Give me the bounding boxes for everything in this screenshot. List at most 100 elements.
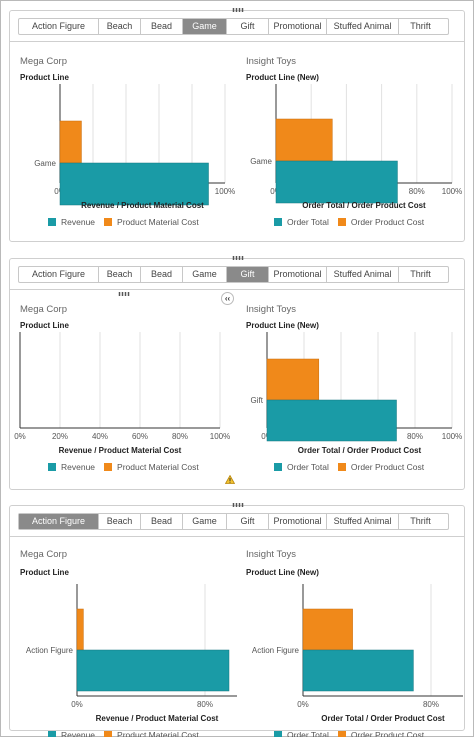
tab-thrift[interactable]: Thrift [410, 269, 431, 279]
double-chevron-left-icon[interactable]: ‹‹ [221, 292, 234, 305]
tab-gift[interactable]: Gift [227, 267, 269, 282]
legend-label: Product Material Cost [117, 217, 199, 227]
tab-stuffed-animal[interactable]: Stuffed Animal [327, 267, 399, 282]
legend-swatch [104, 463, 113, 471]
legend-swatch [337, 731, 346, 737]
warning-exclamation-dot [229, 481, 231, 483]
legend-item[interactable]: Product Material Cost [104, 462, 199, 472]
x-tick-label: 100% [442, 432, 462, 441]
chart-legend: Order Total Order Product Cost [274, 217, 433, 227]
company-title: Insight Toys [246, 549, 296, 560]
panel-resize-grip[interactable] [232, 503, 244, 507]
product-line-tabs: Action Figure Beach Bead Game Gift Promotiona… [18, 266, 449, 283]
tab-promotional[interactable]: Promotional [269, 19, 327, 34]
product-line-label: Product Line (New) [246, 321, 319, 330]
legend-item[interactable]: Order Product Cost [337, 730, 425, 737]
tab-bead[interactable]: Bead [141, 514, 183, 529]
category-label: Game [34, 159, 56, 168]
x-tick-label: 80% [423, 700, 439, 709]
x-tick-label: 20% [52, 432, 68, 441]
legend-item[interactable]: Order Total [274, 730, 329, 737]
tab-beach[interactable]: Beach [99, 514, 141, 529]
x-tick-label: 100% [442, 187, 462, 196]
bar-product-material-cost [76, 608, 84, 651]
x-axis-title: Order Total / Order Product Cost [298, 446, 422, 455]
product-line-label: Product Line [20, 321, 69, 330]
legend-item[interactable]: Order Total [274, 217, 329, 227]
legend-item[interactable]: Order Product Cost [337, 462, 425, 472]
tab-thrift[interactable]: Thrift [410, 516, 431, 526]
chart-legend: Revenue Product Material Cost [48, 730, 208, 737]
legend-swatch [274, 731, 282, 737]
chart-legend: Order Total Order Product Cost [274, 462, 433, 472]
legend-swatch [337, 463, 346, 471]
dashboard-panel-3: Action Figure Beach Bead Game Gift Promotiona… [9, 503, 465, 737]
tab-stuffed-animal[interactable]: Stuffed Animal [327, 514, 399, 529]
warning-exclamation-bar [229, 478, 231, 481]
tab-game[interactable]: Game [183, 19, 227, 34]
legend-item[interactable]: Order Total [274, 462, 329, 472]
tab-action-figure[interactable]: Action Figure [19, 267, 99, 282]
legend-item[interactable]: Order Product Cost [337, 217, 424, 227]
legend-label: Order Total [287, 730, 329, 737]
product-line-label: Product Line (New) [246, 568, 319, 577]
panel-resize-grip[interactable] [232, 8, 244, 12]
legend-swatch [274, 463, 282, 471]
chart-legend: Revenue Product Material Cost [48, 217, 208, 227]
tab-promotional[interactable]: Promotional [269, 267, 327, 282]
tab-stuffed-animal[interactable]: Stuffed Animal [327, 19, 399, 34]
bar-revenue [76, 649, 230, 692]
legend-label: Order Total [287, 462, 329, 472]
tab-bead[interactable]: Bead [141, 19, 183, 34]
tab-action-figure[interactable]: Action Figure [19, 514, 99, 529]
company-title: Insight Toys [246, 56, 296, 67]
legend-swatch [48, 731, 56, 737]
legend-label: Product Material Cost [117, 730, 199, 737]
tab-game[interactable]: Game [183, 514, 227, 529]
legend-swatch [274, 218, 282, 226]
product-line-label: Product Line [20, 73, 69, 82]
panel-resize-grip[interactable] [232, 256, 244, 260]
category-label: Action Figure [26, 646, 74, 655]
bar-chart-left: 0% 80% Action Figure Revenue / Product Mate… [26, 584, 237, 723]
x-tick-label: 80% [197, 700, 213, 709]
tab-game[interactable]: Game [183, 267, 227, 282]
bar-order-product-cost [275, 118, 333, 162]
bar-chart-right: 0% 80% Action Figure Order Total / Order Pr… [252, 584, 463, 723]
legend-label: Product Material Cost [117, 462, 199, 472]
tab-action-figure[interactable]: Action Figure [19, 19, 99, 34]
legend-item[interactable]: Product Material Cost [104, 730, 199, 737]
tab-beach[interactable]: Beach [99, 267, 141, 282]
x-tick-label: 80% [407, 432, 423, 441]
legend-swatch [48, 463, 56, 471]
x-tick-label: 80% [409, 187, 425, 196]
legend-label: Revenue [61, 217, 96, 227]
section-resize-grip[interactable] [118, 292, 130, 296]
x-axis-title: Revenue / Product Material Cost [96, 714, 219, 723]
legend-item[interactable]: Product Material Cost [104, 217, 199, 227]
warning-triangle-icon[interactable] [225, 475, 235, 484]
legend-swatch [337, 218, 346, 226]
tabs-divider [10, 41, 464, 42]
tab-gift[interactable]: Gift [227, 514, 269, 529]
tab-thrift[interactable]: Thrift [410, 21, 431, 31]
tab-gift[interactable]: Gift [227, 19, 269, 34]
legend-label: Order Total [287, 217, 329, 227]
legend-label: Order Product Cost [350, 730, 425, 737]
x-tick-label: 0% [14, 432, 26, 441]
product-line-label: Product Line [20, 568, 69, 577]
company-title: Mega Corp [20, 56, 67, 67]
legend-item[interactable]: Revenue [48, 462, 95, 472]
legend-swatch [104, 731, 113, 737]
legend-item[interactable]: Revenue [48, 730, 95, 737]
tabs-divider [10, 536, 464, 537]
tab-beach[interactable]: Beach [99, 19, 141, 34]
legend-item[interactable]: Revenue [48, 217, 95, 227]
bar-order-product-cost [266, 358, 320, 401]
tab-promotional[interactable]: Promotional [269, 514, 327, 529]
legend-label: Order Product Cost [350, 462, 425, 472]
category-label: Action Figure [252, 646, 300, 655]
bar-order-total [302, 649, 414, 692]
dashboard-panel-1: Action Figure Beach Bead Game Gift Promotiona… [9, 8, 465, 242]
tab-bead[interactable]: Bead [141, 267, 183, 282]
